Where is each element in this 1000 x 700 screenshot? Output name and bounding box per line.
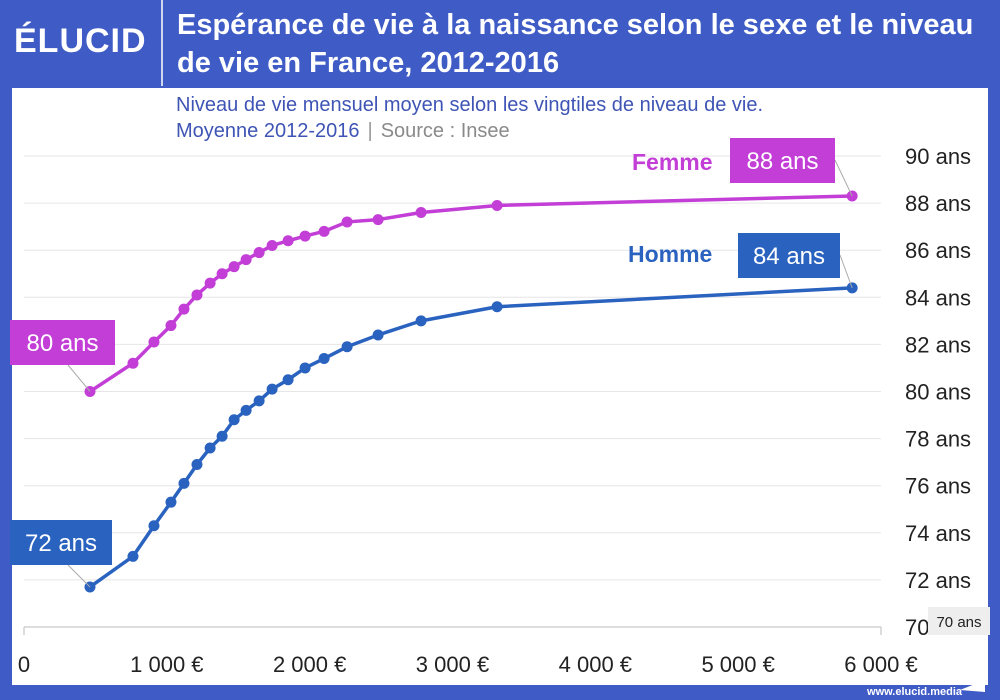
data-point <box>253 395 265 407</box>
data-point <box>127 550 139 562</box>
chart-panel <box>12 88 988 685</box>
data-point <box>253 247 265 259</box>
separator: | <box>367 120 373 142</box>
period-note: Moyenne 2012-2016 <box>176 120 360 142</box>
data-point <box>341 341 353 353</box>
data-point <box>266 383 278 395</box>
data-point <box>282 235 294 247</box>
data-point <box>204 442 216 454</box>
x-tick-label: 4 000 € <box>559 652 632 677</box>
logo-mark-icon <box>960 680 985 692</box>
header-divider <box>161 0 163 86</box>
data-point <box>165 496 177 508</box>
x-tick-label: 2 000 € <box>273 652 346 677</box>
data-point <box>266 239 278 251</box>
chart-subtitle: Niveau de vie mensuel moyen selon les vi… <box>176 92 763 144</box>
start-value-label: 80 ans <box>26 330 98 357</box>
data-point <box>165 320 177 332</box>
data-point <box>491 301 503 313</box>
end-label-box <box>738 233 840 278</box>
subtitle-line: Niveau de vie mensuel moyen selon les vi… <box>176 94 764 116</box>
min-badge-label: 70 ans <box>936 614 981 631</box>
data-point <box>148 336 160 348</box>
data-point <box>240 404 252 416</box>
y-tick-label: 74 ans <box>905 521 971 546</box>
leader-line <box>839 254 853 289</box>
data-point <box>204 277 216 289</box>
data-point <box>127 357 139 369</box>
leader-line <box>67 564 91 588</box>
start-value-label: 72 ans <box>25 530 97 557</box>
y-tick-label: 88 ans <box>905 191 971 216</box>
data-point <box>372 214 384 226</box>
y-tick-label: 80 ans <box>905 380 971 405</box>
elucid-logo: ÉLUCID <box>14 22 147 60</box>
y-tick-label: 84 ans <box>905 285 971 310</box>
data-point <box>178 303 190 315</box>
y-tick-label: 78 ans <box>905 427 971 452</box>
y-tick-label: 72 ans <box>905 568 971 593</box>
y-tick-label: 86 ans <box>905 238 971 263</box>
data-point <box>341 216 353 228</box>
data-point <box>415 315 427 327</box>
min-badge <box>928 607 990 635</box>
data-point <box>216 268 228 280</box>
y-tick-label: 82 ans <box>905 332 971 357</box>
data-point <box>282 374 294 386</box>
data-point <box>240 254 252 266</box>
data-point <box>299 362 311 374</box>
y-tick-label: 70 <box>905 615 929 640</box>
data-point <box>372 329 384 341</box>
start-label-box <box>10 320 115 365</box>
data-point <box>415 207 427 219</box>
leader-line <box>834 159 853 197</box>
data-point <box>191 289 203 301</box>
data-point <box>148 520 160 532</box>
x-tick-label: 3 000 € <box>416 652 489 677</box>
data-point <box>299 230 311 242</box>
chart-title: Espérance de vie à la naissance selon le… <box>177 9 974 79</box>
data-point <box>191 459 203 471</box>
data-point <box>491 199 503 211</box>
end-label-box <box>730 138 835 183</box>
x-tick-label: 0 <box>18 652 30 677</box>
data-point <box>178 477 190 489</box>
y-tick-label: 90 ans <box>905 144 971 169</box>
start-label-box <box>10 520 112 565</box>
x-tick-label: 5 000 € <box>701 652 774 677</box>
end-value-label: 88 ans <box>746 148 818 175</box>
x-tick-label: 6 000 € <box>844 652 917 677</box>
data-point <box>228 261 240 273</box>
footer-url: www.elucid.media <box>867 686 962 698</box>
data-point <box>318 353 330 365</box>
series-name-label: Homme <box>628 241 712 267</box>
y-tick-label: 76 ans <box>905 474 971 499</box>
x-tick-label: 1 000 € <box>130 652 203 677</box>
series-name-label: Femme <box>632 149 713 175</box>
data-point <box>228 414 240 426</box>
data-point <box>216 430 228 442</box>
series-line-homme <box>88 286 853 589</box>
data-point <box>318 225 330 237</box>
end-value-label: 84 ans <box>753 243 825 270</box>
source-note: Source : Insee <box>380 120 510 142</box>
leader-line <box>67 364 91 392</box>
